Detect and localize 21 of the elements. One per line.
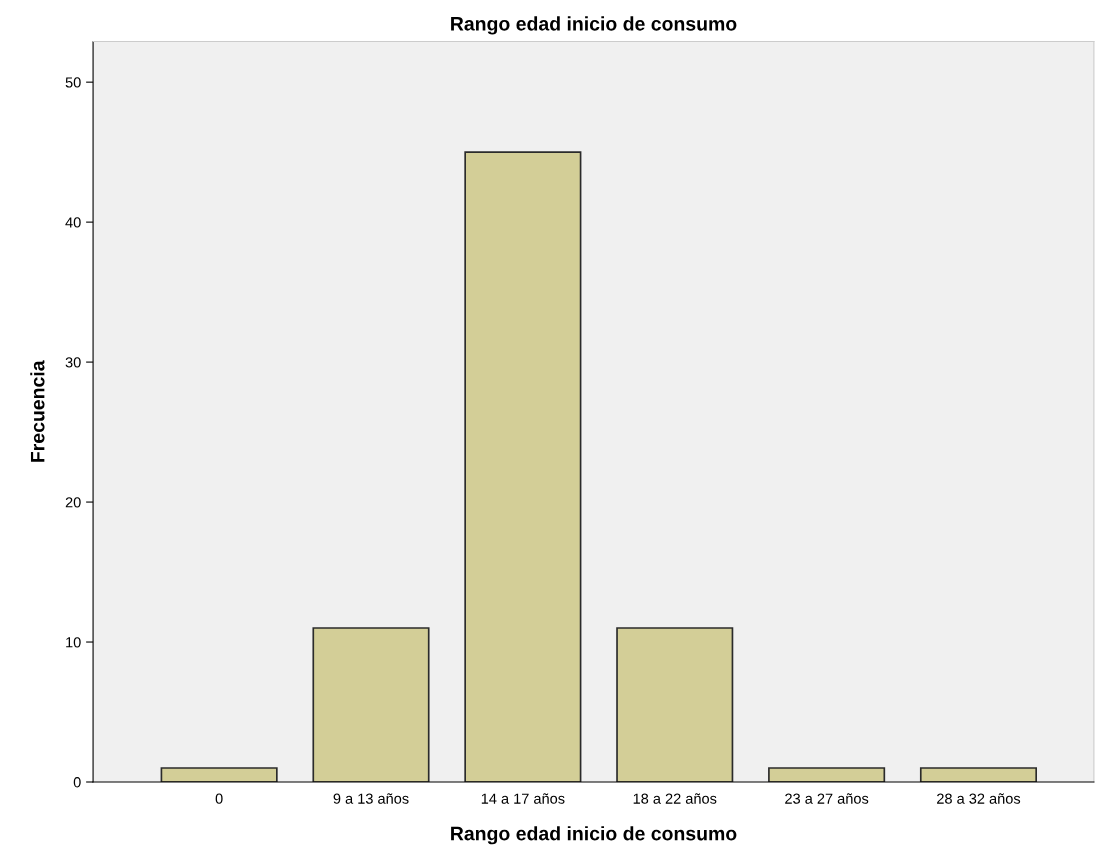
x-tick-label: 23 a 27 años <box>785 793 869 804</box>
x-tick-label: 28 a 32 años <box>937 793 1021 804</box>
x-tick-label: 18 a 22 años <box>633 793 717 804</box>
y-tick-label: 30 <box>65 357 81 368</box>
y-tick-label: 40 <box>65 217 81 228</box>
chart-title: Rango edad inicio de consumo <box>451 16 737 35</box>
y-tick-label: 20 <box>65 497 81 508</box>
x-tick-label: 14 a 17 años <box>481 793 565 804</box>
bar <box>312 627 430 782</box>
y-tick-label: 50 <box>65 77 81 88</box>
x-tick-label: 9 a 13 años <box>333 793 409 804</box>
bar <box>768 767 886 782</box>
bar <box>616 627 734 782</box>
y-tick-label: 0 <box>73 777 81 788</box>
x-tick-label: 0 <box>215 793 223 804</box>
bar <box>919 767 1038 782</box>
y-axis-title: Frecuencia <box>30 360 45 462</box>
x-axis-title: Rango edad inicio de consumo <box>451 826 737 845</box>
y-tick-label: 10 <box>66 637 81 648</box>
bar <box>160 767 278 782</box>
bar <box>464 151 582 782</box>
